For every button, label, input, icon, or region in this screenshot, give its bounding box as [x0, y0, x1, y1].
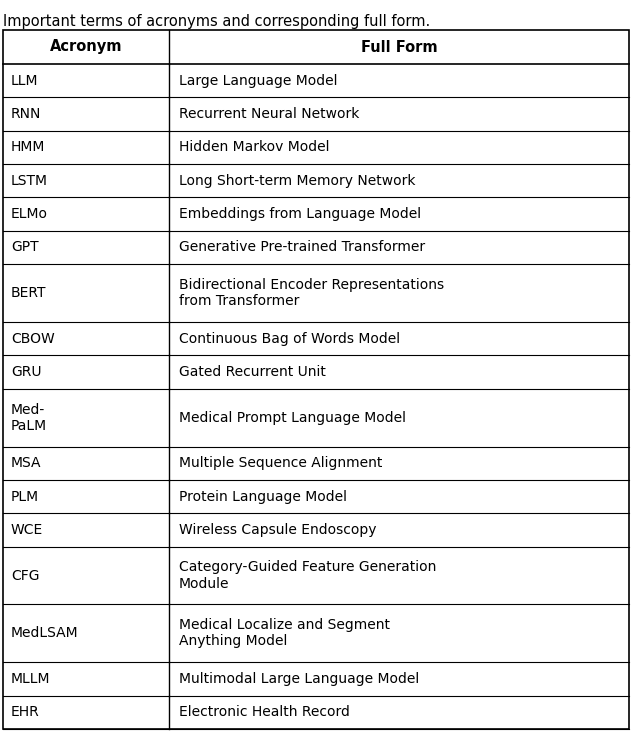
Text: LSTM: LSTM [11, 173, 48, 188]
Text: Medical Localize and Segment
Anything Model: Medical Localize and Segment Anything Mo… [179, 619, 390, 649]
Text: Hidden Markov Model: Hidden Markov Model [179, 141, 329, 154]
Text: MLLM: MLLM [11, 672, 51, 686]
Text: Electronic Health Record: Electronic Health Record [179, 706, 349, 720]
Text: Acronym: Acronym [50, 40, 122, 54]
Text: Category-Guided Feature Generation
Module: Category-Guided Feature Generation Modul… [179, 561, 436, 591]
Text: Protein Language Model: Protein Language Model [179, 490, 347, 504]
Text: PLM: PLM [11, 490, 39, 504]
Text: CFG: CFG [11, 569, 39, 583]
Text: Long Short-term Memory Network: Long Short-term Memory Network [179, 173, 415, 188]
Text: Embeddings from Language Model: Embeddings from Language Model [179, 207, 421, 221]
Text: GRU: GRU [11, 365, 42, 379]
Text: CBOW: CBOW [11, 332, 55, 346]
Text: BERT: BERT [11, 286, 47, 300]
Text: Generative Pre-trained Transformer: Generative Pre-trained Transformer [179, 241, 425, 255]
Text: Full Form: Full Form [361, 40, 437, 54]
Text: Multimodal Large Language Model: Multimodal Large Language Model [179, 672, 419, 686]
Text: LLM: LLM [11, 74, 39, 88]
Text: Medical Prompt Language Model: Medical Prompt Language Model [179, 411, 406, 425]
Text: Wireless Capsule Endoscopy: Wireless Capsule Endoscopy [179, 523, 377, 537]
Text: MedLSAM: MedLSAM [11, 627, 78, 640]
Text: HMM: HMM [11, 141, 46, 154]
Text: Important terms of acronyms and corresponding full form.: Important terms of acronyms and correspo… [3, 14, 430, 29]
Text: Multiple Sequence Alignment: Multiple Sequence Alignment [179, 456, 382, 470]
Text: Large Language Model: Large Language Model [179, 74, 337, 88]
Text: WCE: WCE [11, 523, 43, 537]
Text: Bidirectional Encoder Representations
from Transformer: Bidirectional Encoder Representations fr… [179, 278, 444, 308]
Text: MSA: MSA [11, 456, 42, 470]
Text: Continuous Bag of Words Model: Continuous Bag of Words Model [179, 332, 400, 346]
Text: ELMo: ELMo [11, 207, 48, 221]
Text: Med-
PaLM: Med- PaLM [11, 403, 47, 433]
Text: GPT: GPT [11, 241, 39, 255]
Text: EHR: EHR [11, 706, 40, 720]
Text: Recurrent Neural Network: Recurrent Neural Network [179, 107, 359, 121]
Text: RNN: RNN [11, 107, 41, 121]
Text: Gated Recurrent Unit: Gated Recurrent Unit [179, 365, 325, 379]
